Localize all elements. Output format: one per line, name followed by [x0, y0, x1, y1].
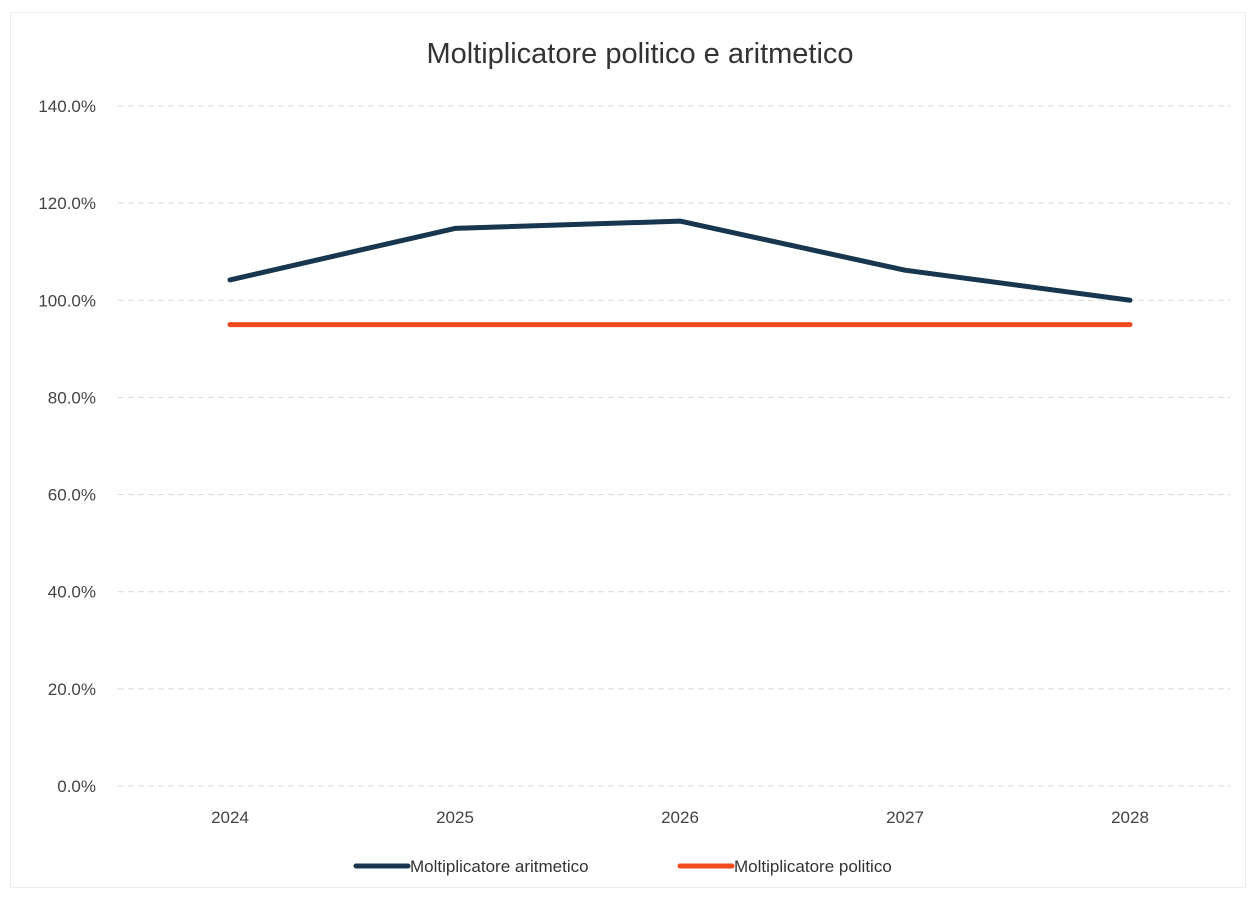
- y-axis-tick-labels: 0.0% 20.0% 40.0% 60.0% 80.0% 100.0% 120.0% 140.…: [38, 97, 96, 796]
- legend: Moltiplicatore aritmetico Moltiplicatore …: [353, 857, 892, 876]
- series-lines: [227, 218, 1133, 328]
- chart-title: Moltiplicatore politico e aritmetico: [426, 38, 853, 70]
- series-line-0: [227, 218, 1133, 303]
- y-tick-label: 40.0%: [48, 583, 96, 602]
- gridlines: [118, 105, 1230, 787]
- y-tick-label: 60.0%: [48, 486, 96, 505]
- chart-frame: [10, 12, 1246, 888]
- y-tick-label: 120.0%: [38, 194, 96, 213]
- legend-item: Moltiplicatore politico: [677, 857, 892, 876]
- y-tick-label: 20.0%: [48, 680, 96, 699]
- y-tick-label: 100.0%: [38, 291, 96, 310]
- x-tick-label: 2027: [886, 808, 924, 827]
- x-tick-label: 2024: [211, 808, 249, 827]
- x-tick-label: 2025: [436, 808, 474, 827]
- y-tick-label: 0.0%: [57, 777, 96, 796]
- x-tick-label: 2026: [661, 808, 699, 827]
- legend-item: Moltiplicatore aritmetico: [353, 857, 589, 876]
- legend-label: Moltiplicatore politico: [734, 857, 892, 876]
- y-tick-label: 140.0%: [38, 97, 96, 116]
- legend-label: Moltiplicatore aritmetico: [410, 857, 589, 876]
- x-axis-tick-labels: 2024 2025 2026 2027 2028: [211, 808, 1149, 827]
- y-tick-label: 80.0%: [48, 388, 96, 407]
- x-tick-label: 2028: [1111, 808, 1149, 827]
